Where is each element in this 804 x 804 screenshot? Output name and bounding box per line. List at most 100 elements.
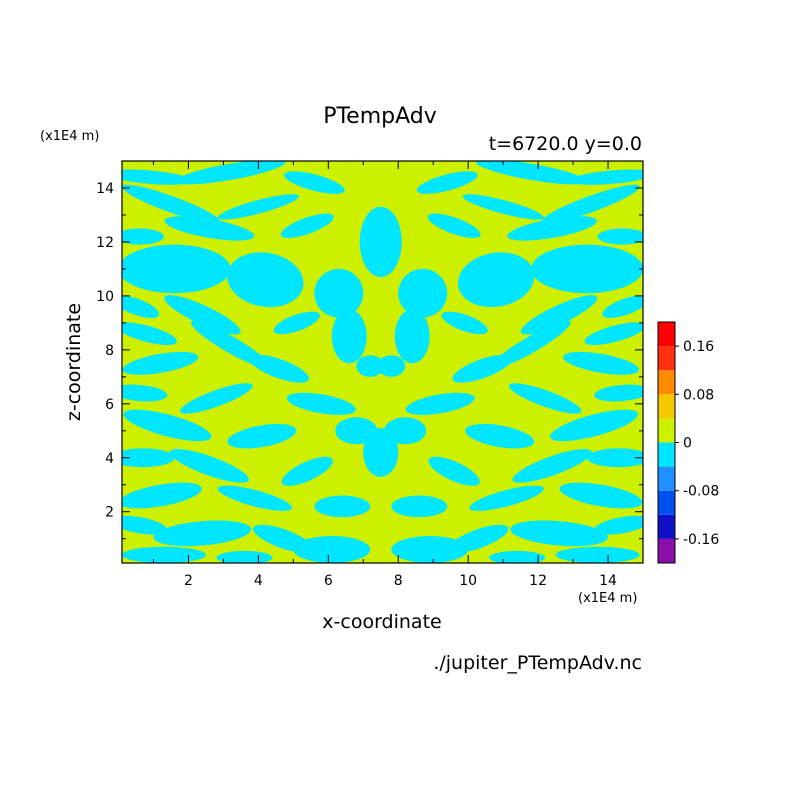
colorbar-tick-label: 0.08 [683, 387, 714, 403]
negative-region-mirror [398, 268, 448, 318]
negative-region-mirror [462, 194, 544, 220]
negative-region-mirror [520, 295, 598, 335]
negative-region [123, 409, 212, 442]
colorbar-swatch [658, 538, 675, 563]
plot-frame [121, 160, 644, 564]
negative-region [122, 482, 202, 509]
negative-region [216, 550, 273, 563]
negative-region-mirror [594, 384, 643, 402]
negative-region-mirror [465, 423, 535, 449]
negative-region-mirror [508, 383, 582, 414]
x-tick-label: 12 [529, 573, 547, 589]
y-tick-label: 14 [96, 181, 114, 197]
negative-region [286, 392, 356, 415]
colorbar-swatch [658, 466, 675, 491]
negative-region-mirror [563, 351, 639, 375]
negative-region-mirror [363, 428, 399, 477]
y-tick-label: 10 [96, 289, 114, 305]
negative-region [281, 456, 333, 486]
x-unit-label: (x1E4 m) [578, 591, 637, 606]
y-unit-label: (x1E4 m) [40, 129, 99, 144]
negative-region [122, 448, 175, 468]
negative-region [314, 495, 371, 518]
y-axis: 2 4 6 8 10 12 14 [96, 160, 643, 540]
colorbar-tick-label: -0.16 [683, 532, 719, 548]
negative-region [122, 184, 221, 224]
negative-region [314, 268, 364, 318]
negative-region-mirror [569, 169, 643, 185]
negative-region [122, 295, 160, 319]
plot-area: 2 4 6 8 10 12 14 2 4 6 8 10 12 14 [96, 160, 644, 589]
colorbar-tick-label: 0.16 [683, 339, 714, 355]
colorbar: 0.16 0.08 0 -0.08 -0.16 [657, 321, 719, 564]
field-contours [122, 161, 643, 563]
negative-region-mirror [531, 244, 643, 294]
negative-region-mirror [469, 485, 544, 511]
negative-region-mirror [594, 515, 643, 535]
negative-region-mirror [510, 520, 608, 547]
negative-region-mirror [428, 456, 480, 486]
negative-region [280, 213, 334, 238]
negative-region [122, 244, 231, 294]
negative-region [356, 355, 385, 377]
negative-region-mirror [427, 213, 481, 238]
negative-region [293, 536, 371, 563]
negative-region-mirror [550, 409, 639, 442]
negative-region-mirror [512, 448, 592, 483]
x-tick-label: 14 [599, 573, 617, 589]
negative-region-mirror [491, 320, 571, 369]
negative-region-mirror [384, 417, 427, 445]
x-tick-label: 6 [324, 573, 333, 589]
y-tick-label: 2 [105, 505, 114, 521]
colorbar-tick-label: 0 [683, 436, 692, 452]
x-tick-label: 10 [459, 573, 477, 589]
negative-region [153, 520, 252, 547]
negative-region [122, 546, 206, 563]
negative-region [283, 171, 345, 194]
x-axis-label: x-coordinate [322, 611, 441, 633]
negative-region-mirror [597, 228, 643, 245]
negative-region [335, 417, 378, 445]
negative-region [122, 228, 164, 245]
negative-region-mirror [559, 482, 643, 509]
negative-region [164, 216, 255, 241]
negative-region-mirror [405, 392, 475, 415]
negative-region [180, 383, 253, 414]
colorbar-swatch [658, 394, 675, 419]
y-tick-label: 12 [96, 235, 114, 251]
negative-region-mirror [541, 184, 640, 224]
colorbar-swatch [658, 370, 675, 395]
negative-region [169, 448, 249, 483]
negative-region-mirror [507, 216, 597, 241]
colorbar-swatch [658, 442, 675, 467]
y-tick-label: 4 [105, 451, 114, 467]
negative-region-mirror [602, 295, 643, 319]
negative-region [190, 320, 270, 369]
negative-region [164, 295, 241, 335]
negative-region [217, 194, 299, 220]
negative-region [217, 485, 293, 511]
negative-region-mirror [359, 206, 402, 278]
negative-region [227, 252, 304, 308]
negative-region-mirror [377, 355, 406, 377]
colorbar-swatch [658, 322, 675, 347]
negative-region-mirror [452, 354, 512, 383]
chart-subtitle: t=6720.0 y=0.0 [489, 133, 642, 155]
colorbar-tick-label: -0.08 [683, 484, 719, 500]
negative-region-mirror [475, 161, 587, 185]
negative-region-mirror [587, 448, 643, 468]
negative-region [122, 351, 199, 375]
x-tick-label: 2 [184, 573, 193, 589]
colorbar-swatch [658, 418, 675, 443]
negative-region-mirror [457, 252, 535, 308]
negative-region-mirror [584, 322, 643, 345]
colorbar-swatch [658, 490, 675, 515]
y-tick-label: 6 [105, 397, 114, 413]
negative-region [273, 311, 320, 335]
negative-region-mirror [441, 311, 488, 335]
chart-title: PTempAdv [323, 104, 437, 129]
x-tick-label: 4 [254, 573, 263, 589]
negative-region-mirror [391, 536, 469, 563]
negative-region-mirror [555, 546, 640, 563]
negative-region-mirror [391, 495, 448, 518]
